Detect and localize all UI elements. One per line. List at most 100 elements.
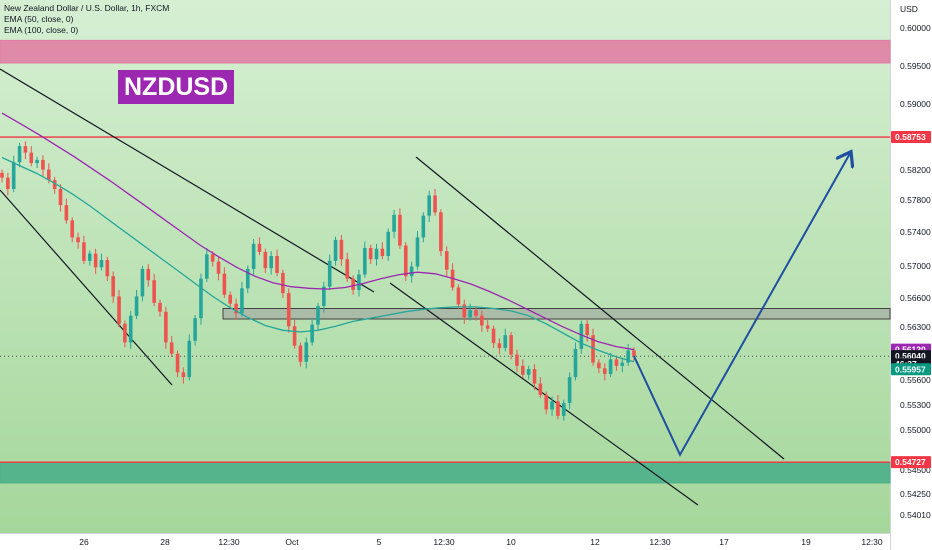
candle-body [99,260,104,268]
candle [70,217,75,243]
candle-body [491,328,496,344]
price-tag[interactable]: 0.58753 [891,131,931,144]
channel-line-1-upper[interactable] [0,68,375,293]
candle-body [398,214,402,246]
candle [111,271,115,303]
channel-line-2-lower[interactable] [389,282,699,506]
candle [368,244,373,265]
time-tick-label: 19 [801,537,811,547]
candle [526,365,531,380]
candle [298,342,303,367]
ema-100-legend[interactable]: EMA (100, close, 0) [4,25,79,35]
price-tick-label: 0.57400 [900,227,931,237]
candle-body [29,152,34,164]
candle-body [480,315,484,326]
candle [462,299,467,324]
candle [491,325,496,349]
candle-body [304,342,309,362]
candle-body [158,302,162,312]
candle [345,252,350,282]
candle-body [509,335,513,355]
candle-body [380,248,385,257]
candle-body [485,325,490,329]
candle-body [199,278,203,319]
price-tick-label: 0.54250 [900,489,931,499]
candle-body [187,340,192,378]
candle-body [614,359,619,366]
zone-pivot-box[interactable] [222,307,891,320]
candle [439,209,443,257]
candle [6,172,10,196]
price-tick-label: 0.59500 [900,61,931,71]
candle [363,241,367,278]
time-tick-label: 12:30 [649,537,671,547]
candle [222,267,227,298]
candle [503,328,508,352]
candle-body [123,323,127,343]
candle-body [310,324,314,343]
candle [152,273,156,307]
price-tick-label: 0.55600 [900,375,931,385]
candle-body [526,369,531,375]
candle-body [175,353,180,373]
candle-body [368,247,373,260]
candle [35,156,39,168]
candle [380,242,385,260]
candle-body [515,354,519,366]
ema-100-line[interactable] [1,112,635,351]
symbol-title[interactable]: New Zealand Dollar / U.S. Dollar, 1h, FX… [4,3,170,13]
time-axis-panel [0,533,890,550]
candle [532,364,537,391]
candle-body [146,268,151,281]
candle-body [503,335,508,349]
price-tag-label: 0.55957 [895,364,926,374]
price-tick-label: 0.58200 [900,165,931,175]
candle-body [597,362,601,369]
price-tag[interactable]: 0.55957 [891,363,931,376]
ema-50-line[interactable] [1,156,635,363]
candle [58,184,63,212]
price-tick-label: 0.54010 [900,510,931,520]
candle [433,188,437,216]
candle [386,228,391,261]
price-tag-label: 0.56040 [895,351,926,361]
candle-body [327,260,332,287]
zone-support[interactable] [0,461,891,484]
candle [485,318,490,332]
candle [602,363,607,381]
candle-body [286,293,291,327]
candle-body [140,268,145,297]
candle [269,251,273,275]
candle [608,352,613,378]
candle [444,246,449,277]
candle [0,169,4,183]
candle-body [439,212,443,252]
candle [41,155,45,177]
price-tag[interactable]: 0.54727 [891,456,931,469]
candle-body [58,188,63,206]
candle-body [374,248,379,260]
candle-body [17,146,22,163]
zone-resistance[interactable] [0,39,891,64]
chart-legend: New Zealand Dollar / U.S. Dollar, 1h, FX… [4,3,169,36]
price-tag-label: 0.58753 [895,132,926,142]
projection-path[interactable] [633,153,850,457]
candle [117,289,121,328]
channel-line-1-lower[interactable] [0,189,173,386]
candle-body [87,253,92,261]
candle-body [322,286,326,307]
candle [333,236,338,266]
price-tick-label: 0.59000 [900,99,931,109]
candle-body [620,362,625,366]
time-tick-label: 5 [377,537,382,547]
price-tag-bg [891,456,931,469]
candle-body [6,177,10,189]
candle-body [76,237,80,243]
symbol-badge: NZDUSD [118,70,235,104]
candle-body [427,195,431,216]
candle [251,239,256,276]
channel-line-2-upper[interactable] [415,156,785,460]
ema-50-legend[interactable]: EMA (50, close, 0) [4,14,74,24]
price-tick-label: 0.56600 [900,293,931,303]
